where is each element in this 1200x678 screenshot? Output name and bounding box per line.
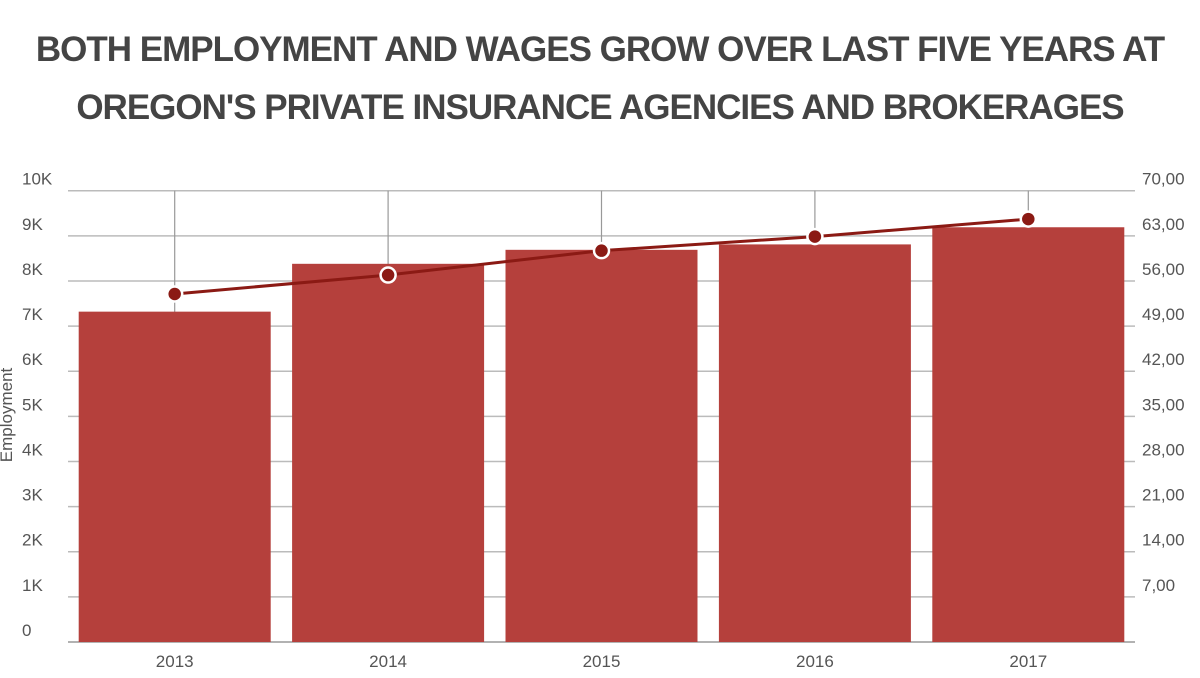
x-tick-label: 2015 [583,652,621,671]
line-point-2014 [379,266,397,284]
y-tick-label: 10K [22,170,53,189]
y2-tick-label: 7,00 [1142,576,1175,595]
y-tick-label: 8K [22,260,43,279]
chart-title-line-2: OREGON'S PRIVATE INSURANCE AGENCIES AND … [76,88,1124,127]
y-tick-label: 3K [22,486,43,505]
y2-tick-label: 42,00 [1142,350,1185,369]
y2-tick-label: 70,00 [1142,170,1185,189]
line-point-2016 [806,227,824,246]
y-tick-label: 9K [22,215,43,234]
y2-tick-label: 56,00 [1142,260,1185,279]
y-tick-label: 0 [22,621,31,640]
bar-2016 [718,244,911,642]
bar-2014 [292,263,485,642]
line-point-2015 [592,241,611,260]
y-tick-label: 6K [22,350,43,369]
y-tick-label: 5K [22,395,43,414]
x-tick-label: 2017 [1009,652,1047,671]
y-tick-label: 4K [22,440,43,459]
chart-title-line-1: BOTH EMPLOYMENT AND WAGES GROW OVER LAST… [35,30,1165,69]
y2-tick-label: 63,00 [1142,215,1185,234]
y-tick-label: 2K [22,531,43,550]
y2-tick-label: 28,00 [1142,440,1185,459]
y-tick-label: 7K [22,305,43,324]
line-point-2017 [1019,210,1038,228]
x-tick-label: 2016 [796,652,834,671]
y-tick-label: 1K [22,576,43,595]
y2-tick-label: 35,00 [1142,395,1185,414]
y2-tick-label: 14,00 [1142,531,1185,550]
y-axis-label: Employment [0,367,16,462]
bar-2017 [932,227,1125,642]
y2-tick-label: 49,00 [1142,305,1185,324]
x-tick-label: 2014 [369,652,407,671]
line-point-2013 [165,285,184,303]
bar-2013 [78,311,271,642]
x-tick-label: 2013 [156,652,194,671]
y2-tick-label: 21,00 [1142,486,1185,505]
bar-2015 [505,249,698,642]
